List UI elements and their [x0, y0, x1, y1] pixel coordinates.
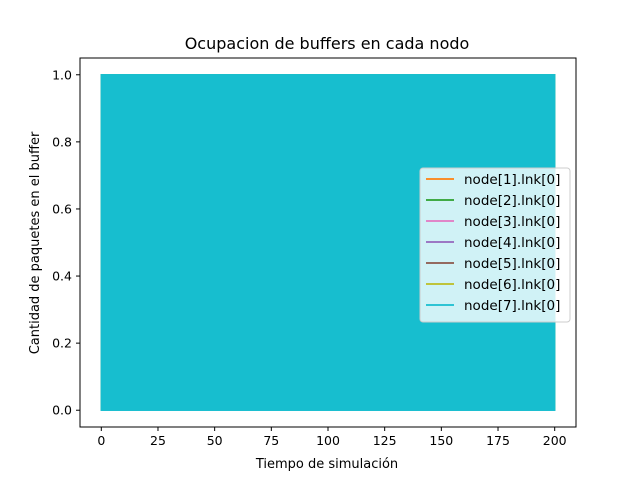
legend: node[1].lnk[0] node[2].lnk[0] node[3].lnk[…	[419, 167, 571, 323]
legend-label: node[4].lnk[0]	[464, 235, 560, 251]
x-tick-label: 100	[316, 433, 340, 448]
x-tick-label: 0	[97, 433, 105, 448]
legend-item: node[4].lnk[0]	[426, 235, 560, 251]
y-tick-label: 0.2	[52, 336, 72, 351]
y-tick-label: 0.4	[52, 269, 72, 284]
legend-label: node[7].lnk[0]	[464, 298, 560, 314]
x-tick-label: 200	[543, 433, 567, 448]
legend-item: node[6].lnk[0]	[426, 277, 560, 293]
legend-label: node[3].lnk[0]	[464, 214, 560, 230]
x-axis-label: Tiempo de simulación	[255, 457, 398, 472]
legend-label: node[6].lnk[0]	[464, 277, 560, 293]
y-tick-label: 0.6	[52, 201, 72, 216]
x-tick-label: 175	[486, 433, 510, 448]
legend-label: node[2].lnk[0]	[464, 193, 560, 209]
x-tick-label: 25	[150, 433, 166, 448]
legend-item: node[3].lnk[0]	[426, 214, 560, 230]
axes: 0 25 50 75 100 125 150 175 200 0.0 0.2 0.4 0.6 0.8 1.0	[52, 57, 577, 448]
legend-label: node[5].lnk[0]	[464, 256, 560, 272]
x-tick-label: 150	[429, 433, 453, 448]
y-tick-label: 1.0	[52, 67, 72, 82]
y-axis-label: Cantidad de paquetes en el buffer	[28, 131, 43, 354]
x-tick-label: 75	[263, 433, 279, 448]
y-tick-label: 0.8	[52, 134, 72, 149]
y-tick-label: 0.0	[52, 403, 72, 418]
legend-item: node[2].lnk[0]	[426, 193, 560, 209]
legend-item: node[5].lnk[0]	[426, 256, 560, 272]
x-tick-label: 125	[373, 433, 397, 448]
legend-label: node[1].lnk[0]	[464, 172, 560, 188]
chart-title: Ocupacion de buffers en cada nodo	[185, 34, 470, 53]
legend-item: node[7].lnk[0]	[426, 298, 560, 314]
legend-item: node[1].lnk[0]	[426, 172, 560, 188]
legend-box	[419, 167, 571, 323]
x-tick-label: 50	[207, 433, 223, 448]
